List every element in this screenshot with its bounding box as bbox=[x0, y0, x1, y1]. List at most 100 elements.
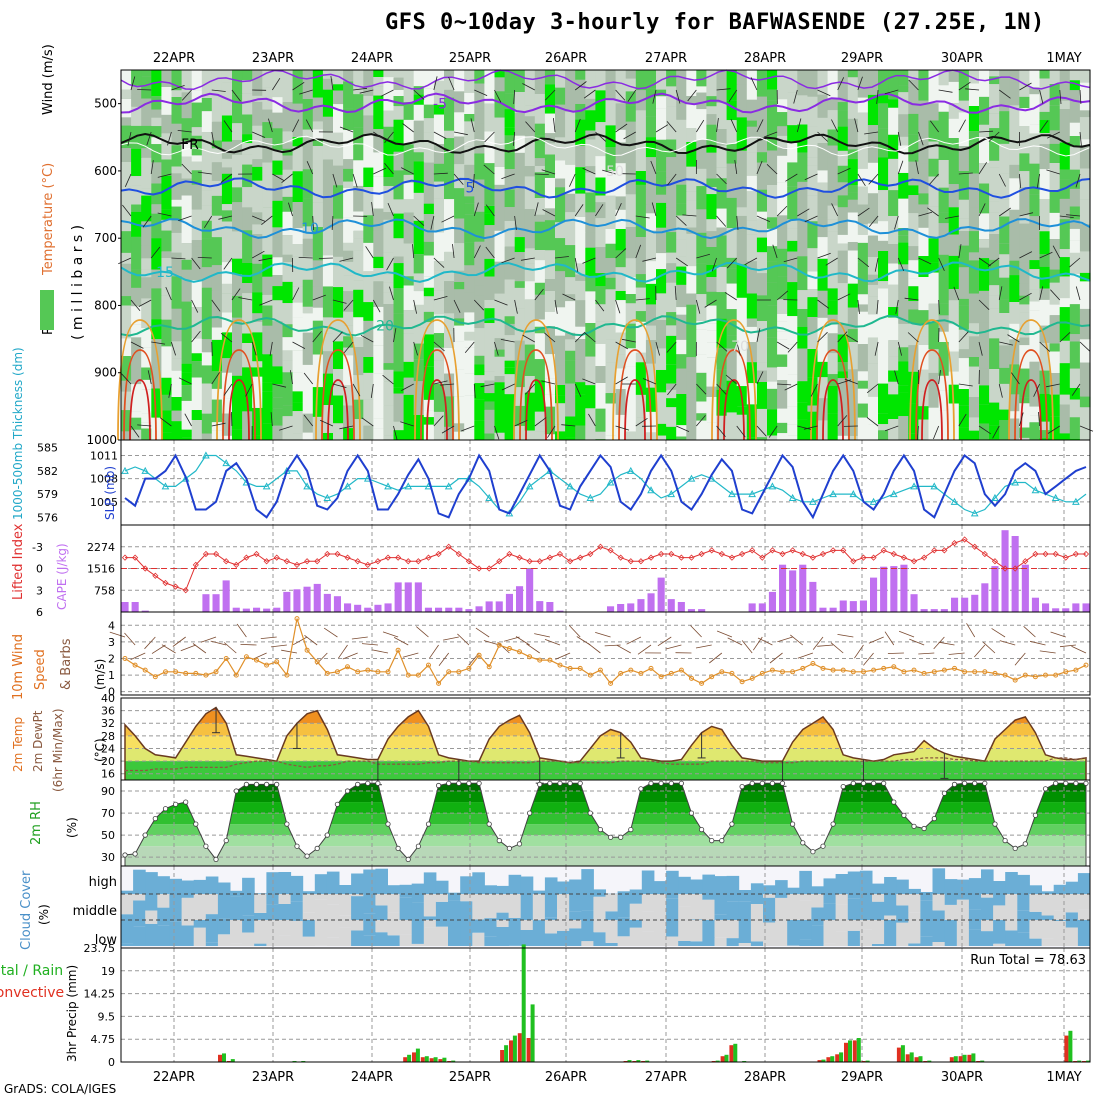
cloud-cell bbox=[908, 888, 921, 894]
wind-barb bbox=[288, 202, 293, 217]
rh-cell bbox=[999, 299, 1010, 313]
precip-total-bar bbox=[918, 1056, 923, 1062]
rh-cell bbox=[484, 401, 496, 410]
wind-barb-10m bbox=[884, 631, 895, 646]
cape-bar bbox=[242, 608, 250, 612]
wind-barb bbox=[150, 160, 154, 175]
wind-barb bbox=[595, 299, 605, 312]
cape-bar bbox=[961, 597, 969, 612]
rh-cell bbox=[464, 373, 475, 396]
wind-barb bbox=[750, 77, 758, 91]
rh-cell bbox=[201, 190, 213, 206]
cape-bar bbox=[779, 564, 787, 612]
rh-cell bbox=[918, 369, 930, 392]
rh-cell bbox=[948, 70, 960, 82]
wind-barb bbox=[687, 89, 697, 102]
cloud-cell bbox=[532, 918, 546, 920]
rh-cell bbox=[1079, 429, 1091, 440]
cape-bar bbox=[748, 603, 756, 612]
rh-cell bbox=[464, 196, 475, 204]
rh-cell bbox=[191, 70, 203, 91]
rh-cell bbox=[555, 212, 566, 223]
rh-cell bbox=[696, 329, 707, 355]
rh-cell bbox=[1039, 144, 1051, 170]
rh-cell bbox=[524, 209, 536, 235]
rh-cell bbox=[322, 116, 334, 133]
rh-cell bbox=[282, 405, 294, 417]
rh-cell bbox=[948, 371, 960, 385]
rh-cell bbox=[403, 423, 415, 440]
rh-cell bbox=[141, 298, 152, 328]
rh-cell bbox=[201, 365, 213, 384]
rh-cell bbox=[343, 347, 354, 356]
rh-cell bbox=[322, 255, 334, 266]
rh-cell bbox=[999, 88, 1010, 112]
rh-cell bbox=[544, 143, 556, 155]
rh-cell bbox=[968, 207, 980, 232]
rh-cell bbox=[878, 413, 889, 425]
cloud-cell bbox=[859, 870, 873, 894]
rh-cell bbox=[666, 157, 677, 178]
rh-cell bbox=[565, 301, 576, 333]
rh-cell bbox=[645, 157, 657, 190]
wind-barb bbox=[393, 425, 398, 440]
rh-cell bbox=[302, 256, 314, 280]
wind-barb bbox=[797, 425, 811, 430]
rh-cell bbox=[272, 112, 284, 129]
cloud-cell bbox=[654, 905, 667, 920]
rh-cell bbox=[534, 326, 546, 334]
wind-barb bbox=[998, 89, 1011, 99]
rh-point bbox=[314, 845, 320, 852]
rh-point bbox=[263, 781, 270, 788]
cloud-cell bbox=[399, 884, 413, 894]
rh-cell bbox=[383, 126, 395, 140]
rh-cell bbox=[756, 218, 768, 238]
cape-bar bbox=[374, 604, 382, 612]
cape-bar bbox=[313, 583, 321, 612]
rh-cell bbox=[575, 300, 586, 327]
li-point bbox=[627, 558, 634, 565]
wind-barb bbox=[525, 121, 536, 133]
isotherm-line bbox=[120, 218, 1091, 240]
li-point bbox=[779, 550, 786, 558]
rh-cell bbox=[857, 242, 869, 263]
wind-barb bbox=[251, 215, 266, 222]
rh-cell bbox=[1069, 341, 1081, 369]
rh-cell bbox=[676, 314, 687, 340]
cloud-cell bbox=[532, 920, 546, 921]
rh-cell bbox=[898, 173, 909, 199]
rh-cell bbox=[181, 372, 193, 385]
precip-conv-bar bbox=[218, 1054, 222, 1062]
rh-cell bbox=[252, 101, 263, 126]
slp-label: SLP (mb) bbox=[103, 466, 117, 520]
rh-cell bbox=[857, 186, 869, 205]
rh-cell bbox=[706, 124, 718, 145]
rh-cell bbox=[393, 119, 405, 152]
rh-cell bbox=[433, 232, 445, 261]
wind-barb bbox=[884, 425, 899, 432]
wind-barb bbox=[953, 286, 960, 301]
wind-speed-point bbox=[699, 680, 705, 686]
wind-barb-10m bbox=[144, 636, 156, 650]
wind-barb bbox=[473, 173, 475, 189]
rh-cell bbox=[1039, 430, 1051, 439]
rh-cell bbox=[1059, 433, 1071, 440]
rh-cell bbox=[1019, 397, 1030, 404]
rh-cell bbox=[605, 321, 617, 340]
rh-cell bbox=[918, 256, 930, 277]
rh-cell bbox=[857, 143, 869, 169]
rh-cell bbox=[575, 339, 586, 360]
rh-cell bbox=[777, 241, 788, 249]
rh-cell bbox=[242, 134, 253, 144]
rh-cell bbox=[878, 281, 889, 289]
rh-cell bbox=[333, 395, 344, 424]
wind-barb bbox=[251, 250, 265, 259]
wind-barb bbox=[1033, 383, 1040, 397]
rh-cell bbox=[756, 152, 768, 163]
rh-cell bbox=[161, 432, 173, 440]
wind-barb bbox=[929, 173, 939, 185]
rh-cell bbox=[353, 419, 364, 440]
cloud-cell bbox=[1017, 874, 1030, 894]
li-point bbox=[991, 558, 999, 565]
rh-cell bbox=[817, 237, 829, 259]
